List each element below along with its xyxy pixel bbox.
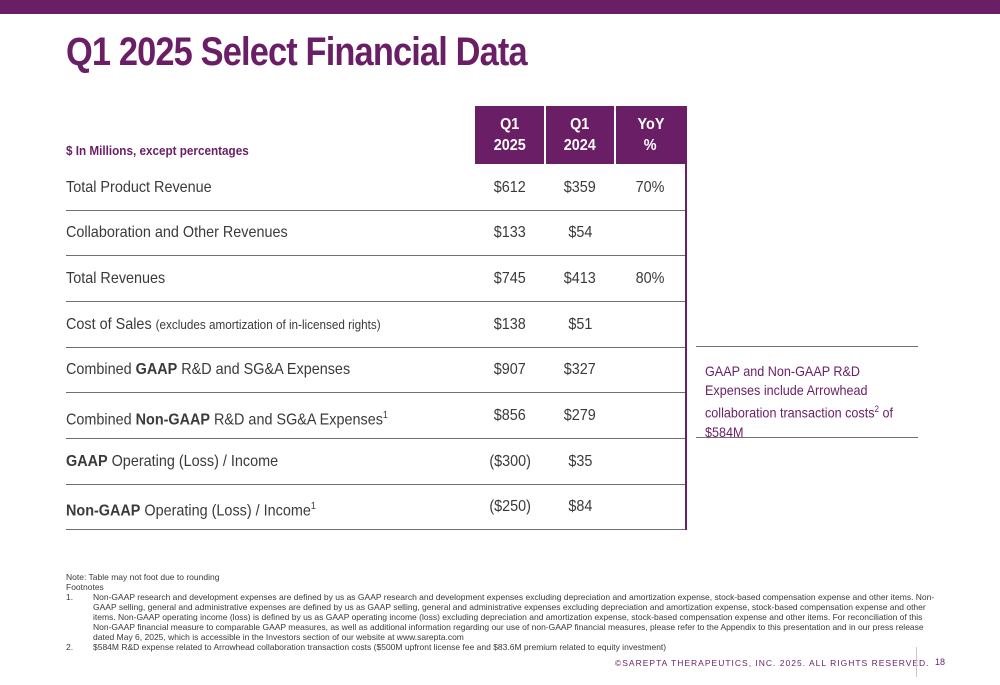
cell-yoy <box>615 302 685 347</box>
table-row-non-gaap-rd-sga: Combined Non-GAAP R&D and SG&A Expenses1… <box>66 393 686 439</box>
footnote-ref: 1 <box>310 501 316 512</box>
cell-q1-2024: $35 <box>567 453 593 470</box>
table-row-gaap-rd-sga: Combined GAAP R&D and SG&A Expenses $907… <box>66 347 686 393</box>
table-row-collaboration-revenues: Collaboration and Other Revenues $133 $5… <box>66 210 686 256</box>
table-row-non-gaap-operating-income: Non-GAAP Operating (Loss) / Income1 ($25… <box>66 484 686 530</box>
footnote-2: 2. $584M R&D expense related to Arrowhea… <box>66 642 667 652</box>
cell-q1-2025: $133 <box>493 224 527 241</box>
column-header-line: Q1 <box>500 116 520 133</box>
callout-bottom-rule <box>696 437 918 438</box>
row-label: Total Revenues <box>66 270 166 287</box>
column-header-q1-2025: Q1 2025 <box>475 106 545 164</box>
footer-divider <box>916 647 917 677</box>
cell-q1-2024: $84 <box>567 498 593 515</box>
row-label: Combined Non-GAAP R&D and SG&A Expenses1 <box>66 410 388 429</box>
cell-q1-2024: $413 <box>563 270 597 287</box>
table-row-gaap-operating-income: GAAP Operating (Loss) / Income ($300) $3… <box>66 439 686 485</box>
units-label: $ In Millions, except percentages <box>66 143 249 158</box>
footnote-1: 1. Non-GAAP research and development exp… <box>66 592 935 642</box>
column-header-line: 2025 <box>493 137 527 154</box>
footnote-ref: 2 <box>874 404 880 414</box>
cell-q1-2024: $51 <box>567 316 593 333</box>
rounding-note: Note: Table may not foot due to rounding <box>66 572 220 582</box>
callout-text: GAAP and Non-GAAP R&D Expenses include A… <box>705 363 894 440</box>
row-label-note: (excludes amortization of in-licensed ri… <box>155 317 381 332</box>
table-row-total-revenues: Total Revenues $745 $413 80% <box>66 256 686 302</box>
cell-q1-2025: $745 <box>493 270 527 287</box>
row-label: GAAP Operating (Loss) / Income <box>66 453 279 470</box>
table-right-border <box>685 106 687 530</box>
row-label: Non-GAAP Operating (Loss) / Income1 <box>66 501 316 520</box>
cell-q1-2025: ($250) <box>489 498 531 515</box>
column-separator <box>544 106 546 164</box>
column-header-q1-2024: Q1 2024 <box>545 106 615 164</box>
page-title: Q1 2025 Select Financial Data <box>66 30 528 74</box>
footnotes-label: Footnotes <box>66 582 104 592</box>
row-label: Combined GAAP R&D and SG&A Expenses <box>66 361 351 378</box>
column-header-line: YoY <box>637 116 664 133</box>
cell-q1-2025: $138 <box>493 316 527 333</box>
copyright-text: ©SAREPTA THERAPEUTICS, INC. 2025. ALL RI… <box>615 658 930 668</box>
cell-q1-2025: ($300) <box>489 453 531 470</box>
cell-yoy: 70% <box>635 179 665 196</box>
row-label: Cost of Sales (excludes amortization of … <box>66 316 381 333</box>
cell-q1-2024: $327 <box>563 361 597 378</box>
cell-q1-2025: $612 <box>493 179 527 196</box>
cell-yoy: 80% <box>635 270 665 287</box>
notes-section: Note: Table may not foot due to rounding… <box>66 572 936 652</box>
top-accent-bar <box>0 0 1000 14</box>
cell-yoy <box>615 439 685 484</box>
cell-q1-2025: $907 <box>493 361 527 378</box>
column-header-line: 2024 <box>563 137 597 154</box>
column-header-line: Q1 <box>570 116 590 133</box>
callout-top-rule <box>696 346 918 347</box>
row-label: Collaboration and Other Revenues <box>66 224 288 241</box>
column-separator <box>614 106 616 164</box>
page-number: 18 <box>935 657 946 667</box>
cell-yoy <box>615 210 685 255</box>
cell-yoy <box>615 484 685 529</box>
cell-yoy <box>615 393 685 438</box>
cell-yoy <box>615 347 685 392</box>
table-row-total-product-revenue: Total Product Revenue $612 $359 70% <box>66 165 686 211</box>
column-header-line: % <box>644 137 657 154</box>
cell-q1-2024: $359 <box>563 179 597 196</box>
cell-q1-2024: $54 <box>567 224 593 241</box>
cell-q1-2025: $856 <box>493 407 527 424</box>
footnote-ref: 1 <box>382 410 388 421</box>
row-label: Total Product Revenue <box>66 179 212 196</box>
column-header-yoy: YoY % <box>615 106 686 164</box>
table-row-cost-of-sales: Cost of Sales (excludes amortization of … <box>66 302 686 348</box>
cell-q1-2024: $279 <box>563 407 597 424</box>
